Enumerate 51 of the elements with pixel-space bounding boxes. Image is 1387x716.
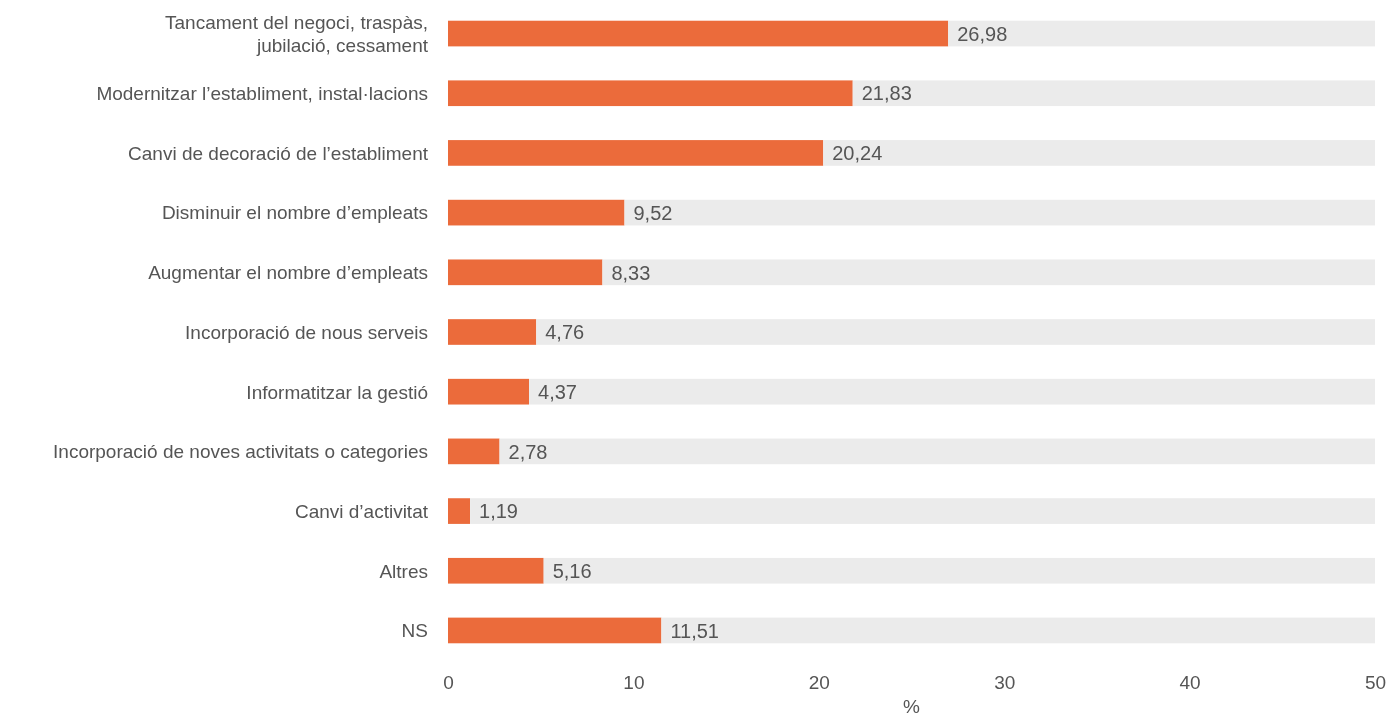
y-tick-label: Modernitzar l’establiment, instal·lacions [96,83,428,105]
y-tick-label: Incorporació de noves activitats o categories [53,441,428,463]
data-label: 2,78 [508,440,548,463]
x-tick-label: 30 [994,672,1016,694]
data-label: 5,16 [552,559,592,582]
bar [499,438,1375,465]
bar [448,498,471,524]
bar [448,438,500,465]
y-tick-label: Tancament del negoci, traspàs, jubilació, cessament [165,11,429,56]
bar [448,259,603,286]
x-tick-label: 50 [1364,672,1387,694]
bar [624,199,1375,226]
data-label: 21,83 [861,82,912,105]
data-label: 4,76 [545,321,585,344]
data-label: 11,51 [670,619,719,642]
x-tick-label: 20 [808,672,830,694]
bar [448,319,537,345]
y-tick-label: Canvi d’activitat [294,500,429,522]
bar [823,140,1375,166]
bar [448,378,530,405]
x-axis-title: % [903,696,921,716]
data-label: 26,98 [957,22,1008,45]
bar [948,20,1375,47]
bar [448,140,824,166]
y-tick-label: Incorporació de nous serveis [185,321,428,343]
x-tick-label: 10 [623,672,645,694]
bar [852,80,1375,107]
data-label: 20,24 [832,142,883,165]
bar [536,319,1375,345]
bar [529,378,1375,405]
x-tick-label: 0 [443,672,454,694]
bar [661,617,1375,644]
y-tick-label: Disminuir el nombre d’empleats [161,202,428,224]
y-tick-label: Altres [379,560,428,582]
bar [448,557,544,584]
bar [543,557,1375,584]
y-tick-label: NS [401,620,428,642]
y-tick-label: Canvi de decoració de l’establiment [128,142,429,164]
bar [448,20,949,47]
y-tick-label: Augmentar el nombre d’empleats [148,262,428,284]
y-tick-label: Informatitzar la gestió [246,381,428,403]
x-tick-label: 40 [1179,672,1201,694]
bar [448,199,625,226]
data-label: 1,19 [479,500,518,523]
data-label: 8,33 [611,261,651,284]
data-label: 9,52 [633,201,673,224]
data-label: 4,37 [538,380,577,403]
bar [602,259,1375,286]
bar [448,617,662,644]
bar [470,498,1375,524]
bar [448,80,853,107]
